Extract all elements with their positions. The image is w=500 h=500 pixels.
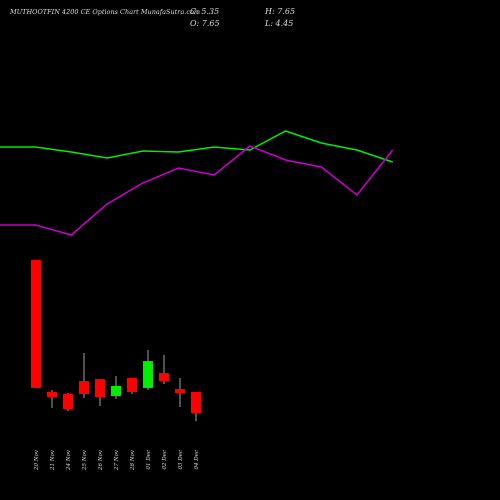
x-tick-label: 25 Nov: [82, 449, 88, 471]
stat-high: H: 7.65: [264, 7, 295, 16]
candle-body: [31, 260, 41, 388]
candle-body: [143, 361, 153, 388]
candle-body: [175, 388, 185, 394]
chart-title: MUTHOOTFIN 4200 CE Options Chart MunafaS…: [9, 8, 200, 16]
x-tick-label: 21 Nov: [50, 449, 56, 471]
candle-body: [159, 373, 169, 382]
candle-body: [95, 379, 105, 398]
candle-body: [47, 392, 57, 398]
candle-body: [191, 392, 201, 414]
x-tick-label: 04 Dec: [194, 450, 200, 470]
x-tick-label: 27 Nov: [114, 449, 120, 471]
line-series: [0, 145, 394, 236]
candle-body: [127, 378, 137, 393]
x-tick-label: 02 Dec: [162, 450, 168, 470]
stat-low: L: 4.45: [264, 19, 293, 28]
x-tick-label: 03 Dec: [178, 450, 184, 470]
candle-body: [79, 381, 89, 395]
stat-open: O: 7.65: [190, 19, 220, 28]
x-tick-label: 26 Nov: [98, 449, 104, 471]
line-series: [0, 130, 393, 163]
stat-close: C: 5.35: [190, 7, 219, 16]
candle-body: [111, 385, 121, 397]
x-tick-label: 01 Dec: [146, 450, 152, 470]
candle-body: [63, 394, 73, 409]
x-tick-label: 28 Nov: [130, 449, 136, 471]
x-tick-label: 24 Nov: [66, 449, 72, 471]
x-tick-label: 20 Nov: [34, 449, 40, 471]
